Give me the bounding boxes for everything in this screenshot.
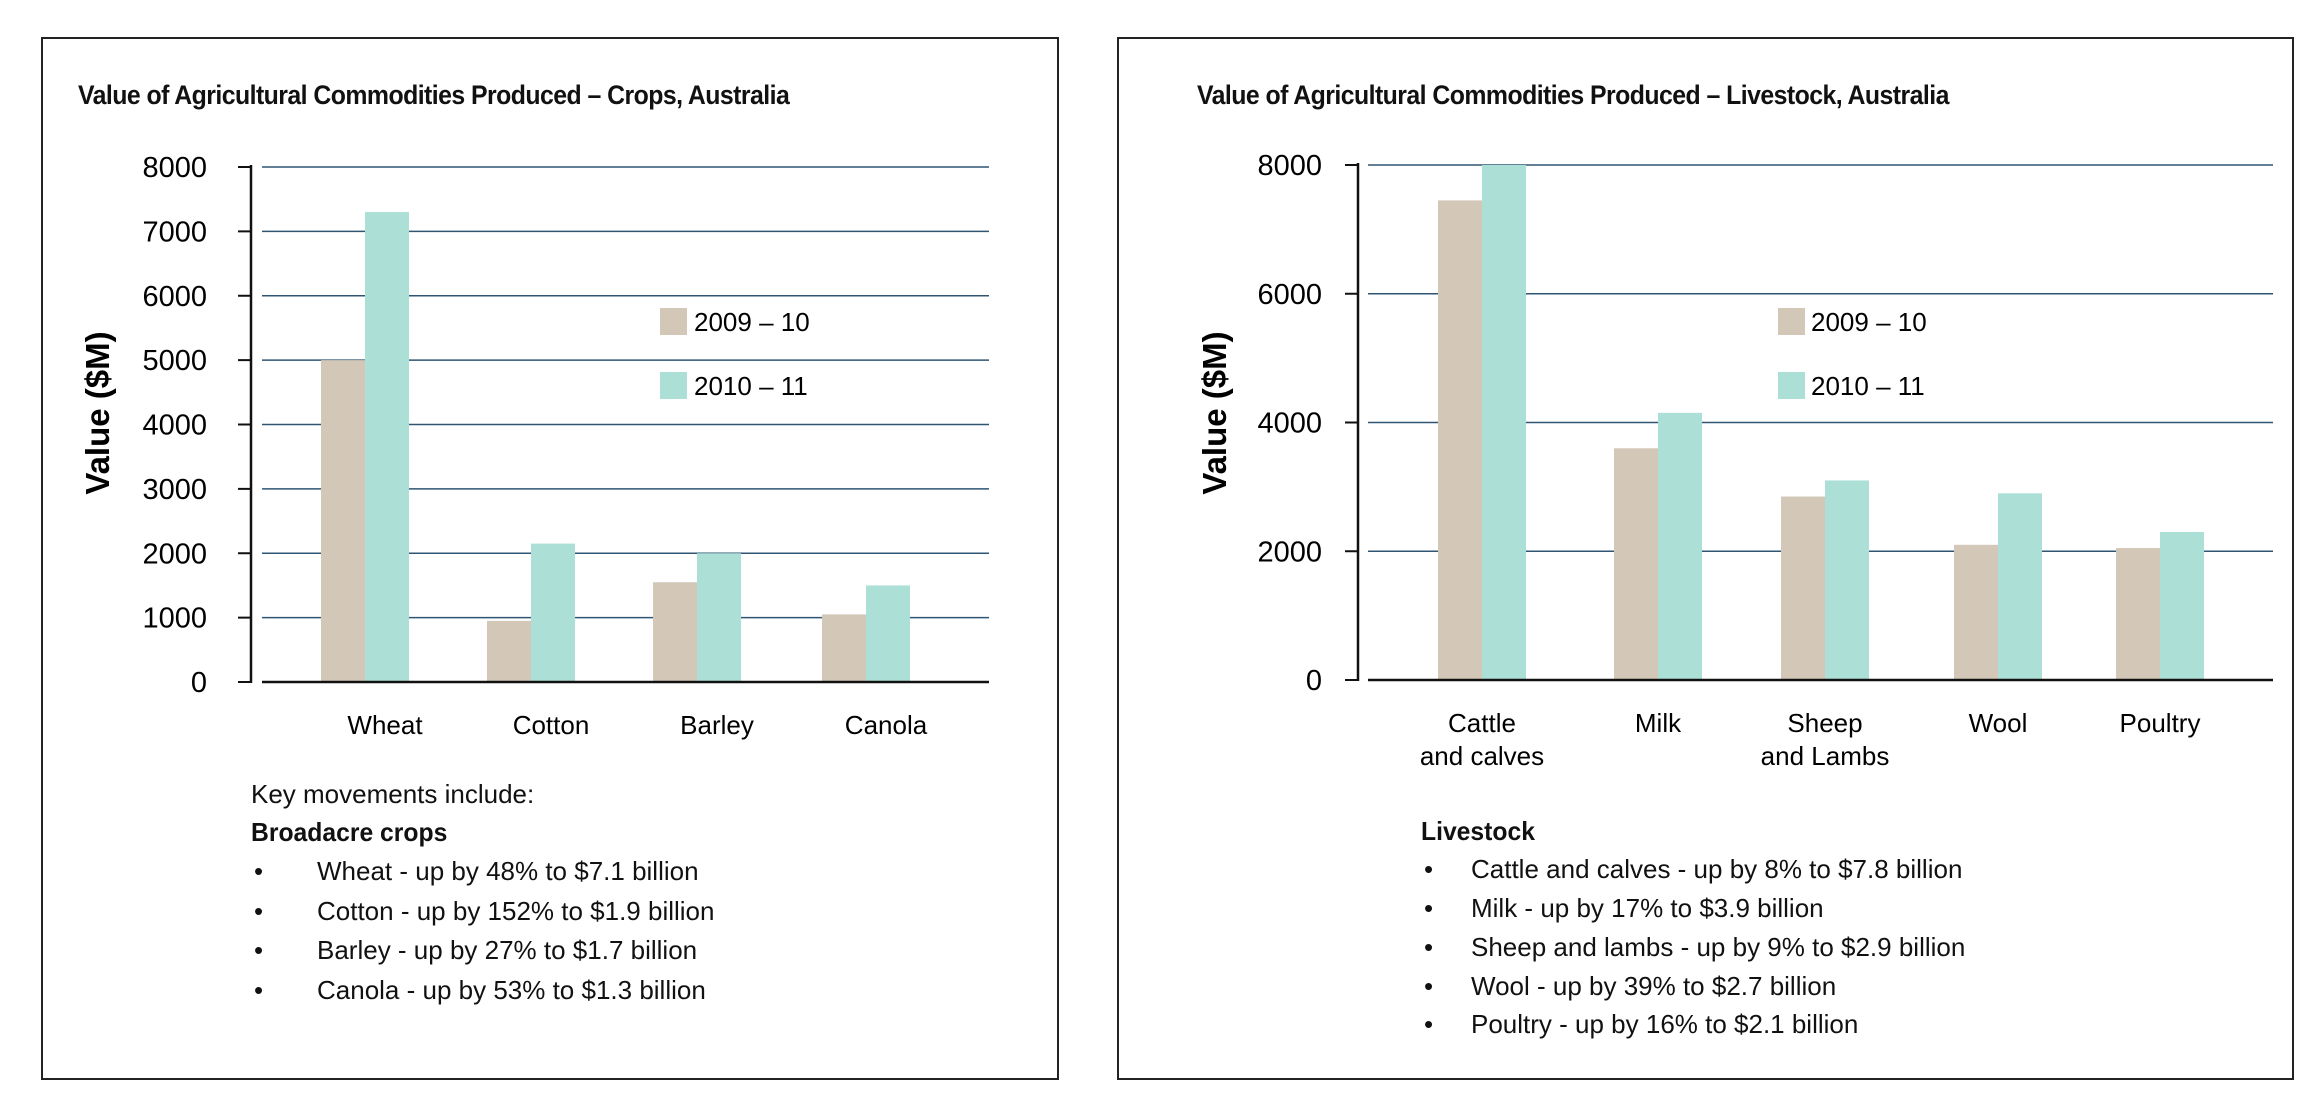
- crops-chart: 0 1000 2000 3000 4000 5000 6000 7000 8000 Wheat Co…: [79, 152, 989, 740]
- bar-2010-11: [1998, 493, 2042, 680]
- bar-2010-11: [1825, 480, 1869, 680]
- legend: 2009 – 10 2010 – 11: [1778, 307, 1927, 401]
- bar-2009-10: [1781, 496, 1825, 680]
- y-tick-label: 0: [1306, 665, 1322, 697]
- y-tick-label: 8000: [1257, 150, 1322, 182]
- crops-panel: [41, 37, 1059, 1080]
- y-tick-label: 6000: [142, 281, 207, 313]
- crops-notes-intro: Key movements include:: [251, 779, 535, 809]
- x-tick-label: Cattle: [1448, 708, 1516, 738]
- y-tick-label: 3000: [142, 474, 207, 506]
- bullet-icon: •: [1424, 854, 1434, 884]
- y-tick-label: 2000: [1257, 536, 1322, 568]
- legend-label: 2009 – 10: [1811, 307, 1927, 337]
- x-tick-label: Canola: [845, 710, 928, 740]
- y-tick-label: 1000: [142, 603, 207, 635]
- bullet-icon: •: [254, 896, 264, 926]
- bullet-icon: •: [1424, 932, 1434, 962]
- x-tick-label: Sheep: [1787, 708, 1862, 738]
- y-tick-label: 4000: [142, 410, 207, 442]
- legend-swatch: [1778, 308, 1805, 335]
- bar-2010-11: [1658, 412, 1702, 680]
- y-tick-label: 6000: [1257, 279, 1322, 311]
- legend-swatch: [660, 372, 687, 399]
- bar-2010-11: [365, 212, 409, 682]
- x-tick-label: Milk: [1635, 708, 1682, 738]
- livestock-notes-heading: Livestock: [1421, 816, 1535, 846]
- bar-2009-10: [1954, 544, 1998, 680]
- bar-2009-10: [822, 614, 866, 682]
- bullet-icon: •: [254, 975, 264, 1005]
- y-tick-label: 5000: [142, 345, 207, 377]
- bar-2009-10: [1614, 448, 1658, 680]
- crops-notes-heading: Broadacre crops: [251, 817, 448, 847]
- x-tick-label: Barley: [680, 710, 754, 740]
- bar-2009-10: [487, 620, 531, 682]
- bullet-icon: •: [1424, 1009, 1434, 1039]
- legend: 2009 – 10 2010 – 11: [660, 307, 810, 401]
- legend-swatch: [660, 308, 687, 335]
- y-tick-label: 2000: [142, 538, 207, 570]
- bullet-icon: •: [1424, 971, 1434, 1001]
- legend-label: 2009 – 10: [694, 307, 810, 337]
- bar-2009-10: [2116, 548, 2160, 680]
- y-tick-label: 4000: [1257, 408, 1322, 440]
- x-tick-label: Wool: [1969, 708, 2028, 738]
- bar-2010-11: [1482, 165, 1526, 680]
- bar-2010-11: [866, 585, 910, 682]
- y-axis-title: Value ($M): [1196, 331, 1233, 494]
- bar-2009-10: [321, 360, 365, 682]
- livestock-panel: [1117, 37, 2294, 1080]
- bar-2009-10: [1438, 200, 1482, 680]
- bar-2009-10: [653, 582, 697, 682]
- bar-2010-11: [697, 553, 741, 682]
- x-tick-label: Cotton: [513, 710, 590, 740]
- x-tick-label: Wheat: [347, 710, 423, 740]
- livestock-chart-title: Value of Agricultural Commodities Produc…: [1197, 80, 1949, 110]
- bullet-icon: •: [1424, 893, 1434, 923]
- bar-2010-11: [531, 543, 575, 682]
- x-tick-label: and calves: [1420, 741, 1544, 771]
- y-tick-label: 0: [191, 667, 207, 699]
- x-tick-label: Poultry: [2120, 708, 2201, 738]
- legend-label: 2010 – 11: [694, 371, 808, 401]
- bar-2010-11: [2160, 531, 2204, 680]
- y-tick-label: 7000: [142, 216, 207, 248]
- y-tick-label: 8000: [142, 152, 207, 184]
- crops-chart-title: Value of Agricultural Commodities Produc…: [78, 80, 790, 110]
- bullet-icon: •: [254, 856, 264, 886]
- bullet-icon: •: [254, 935, 264, 965]
- legend-label: 2010 – 11: [1811, 371, 1925, 401]
- x-tick-label: and Lambs: [1761, 741, 1890, 771]
- y-axis-title: Value ($M): [79, 331, 116, 494]
- legend-swatch: [1778, 372, 1805, 399]
